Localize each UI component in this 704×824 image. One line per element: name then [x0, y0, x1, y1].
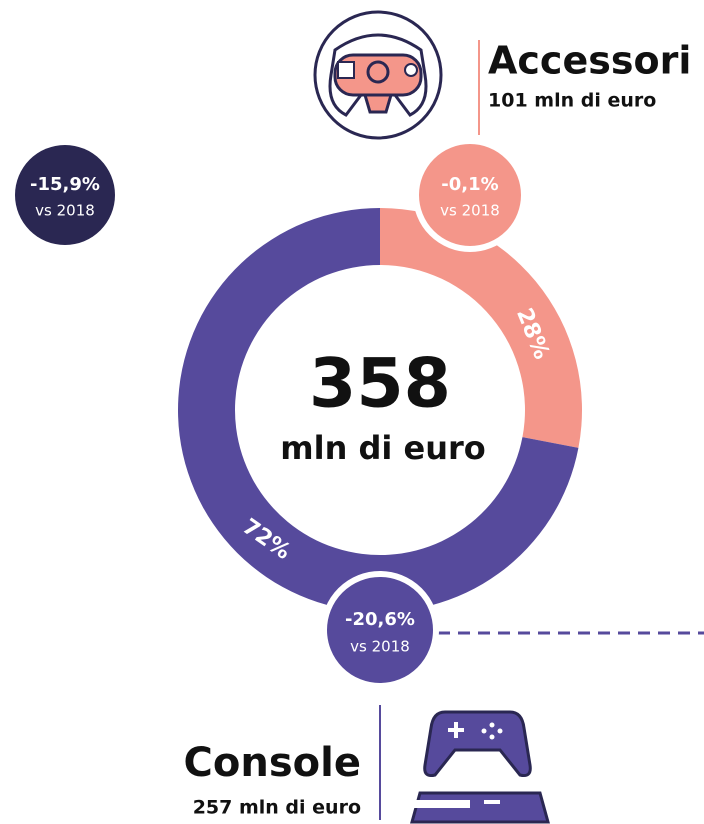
total-badge	[15, 145, 115, 245]
center-label: mln di euro	[280, 429, 486, 467]
center-value: 358	[309, 345, 451, 424]
badge-label: vs 2018	[35, 202, 95, 220]
badge-change: -15,9%	[30, 174, 100, 195]
badge-change: -20,6%	[345, 609, 415, 630]
console-badge	[321, 571, 439, 689]
badge-label: vs 2018	[440, 202, 500, 220]
category-title: Accessori	[488, 39, 691, 83]
wheel-icon	[313, 10, 443, 140]
badge-label: vs 2018	[350, 638, 410, 656]
badge-change: -0,1%	[441, 174, 498, 195]
donut-segment	[380, 208, 582, 448]
category-amount: 101 mln di euro	[488, 90, 656, 112]
category-title: Console	[184, 740, 361, 786]
category-amount: 257 mln di euro	[193, 797, 361, 819]
console-icon	[410, 710, 550, 824]
donut	[177, 208, 582, 612]
accessori-badge	[413, 138, 527, 252]
